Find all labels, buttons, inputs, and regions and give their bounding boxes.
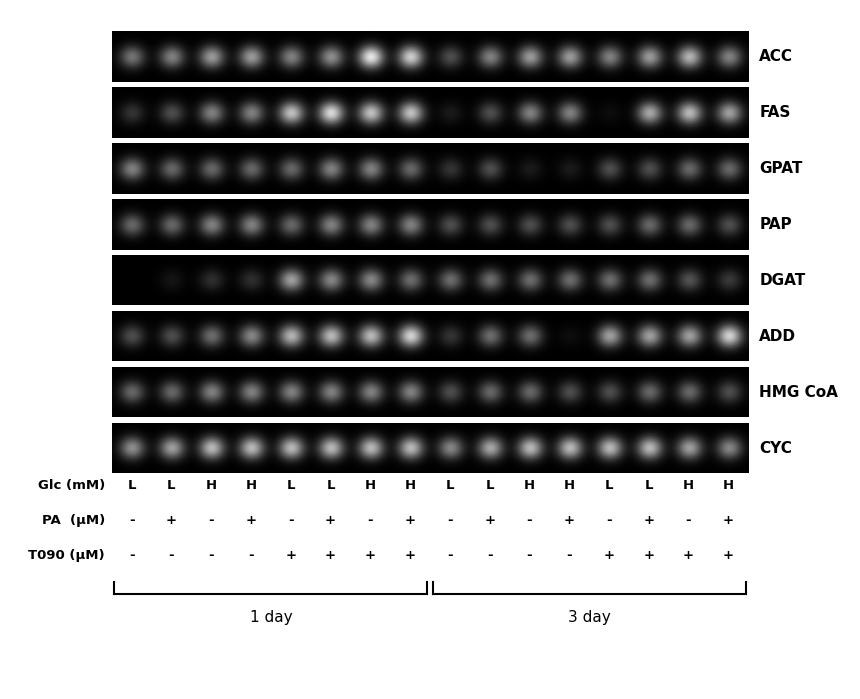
Text: Glc (mM): Glc (mM) [38,480,105,492]
Text: L: L [605,480,613,492]
Text: +: + [365,549,376,562]
Text: +: + [245,514,256,527]
Text: -: - [208,549,214,562]
Text: -: - [288,514,293,527]
Text: GPAT: GPAT [759,161,802,176]
Text: 1 day: 1 day [249,610,292,624]
Text: -: - [169,549,175,562]
Text: ADD: ADD [759,329,796,344]
Text: L: L [326,480,335,492]
Text: PAP: PAP [759,217,792,232]
Text: +: + [404,549,415,562]
Text: -: - [208,514,214,527]
Text: +: + [643,549,654,562]
Text: H: H [365,480,376,492]
Text: +: + [683,549,694,562]
Text: +: + [166,514,177,527]
Text: +: + [286,549,297,562]
Text: +: + [484,514,495,527]
Text: L: L [286,480,295,492]
Text: H: H [722,480,734,492]
Text: H: H [206,480,217,492]
Text: PA  (μM): PA (μM) [41,514,105,527]
Text: -: - [447,549,452,562]
Text: H: H [404,480,415,492]
Text: CYC: CYC [759,440,792,456]
Text: HMG CoA: HMG CoA [759,384,838,400]
Text: +: + [604,549,615,562]
Text: L: L [167,480,175,492]
Text: -: - [526,514,532,527]
Text: 3 day: 3 day [568,610,611,624]
Text: L: L [644,480,653,492]
Text: FAS: FAS [759,105,790,120]
Text: -: - [606,514,611,527]
Text: +: + [325,549,336,562]
Text: L: L [127,480,136,492]
Text: +: + [563,514,574,527]
Text: H: H [524,480,535,492]
Text: +: + [325,514,336,527]
Text: -: - [129,514,134,527]
Text: -: - [487,549,493,562]
Text: T090 (μM): T090 (μM) [28,549,105,562]
Text: -: - [526,549,532,562]
Text: L: L [485,480,494,492]
Text: H: H [563,480,574,492]
Text: -: - [249,549,254,562]
Text: -: - [129,549,134,562]
Text: -: - [447,514,452,527]
Text: ACC: ACC [759,49,794,64]
Text: +: + [643,514,654,527]
Text: -: - [567,549,572,562]
Text: -: - [367,514,373,527]
Text: -: - [685,514,691,527]
Text: H: H [683,480,694,492]
Text: DGAT: DGAT [759,273,806,288]
Text: +: + [404,514,415,527]
Text: H: H [245,480,256,492]
Text: +: + [722,514,734,527]
Text: +: + [722,549,734,562]
Text: L: L [445,480,454,492]
